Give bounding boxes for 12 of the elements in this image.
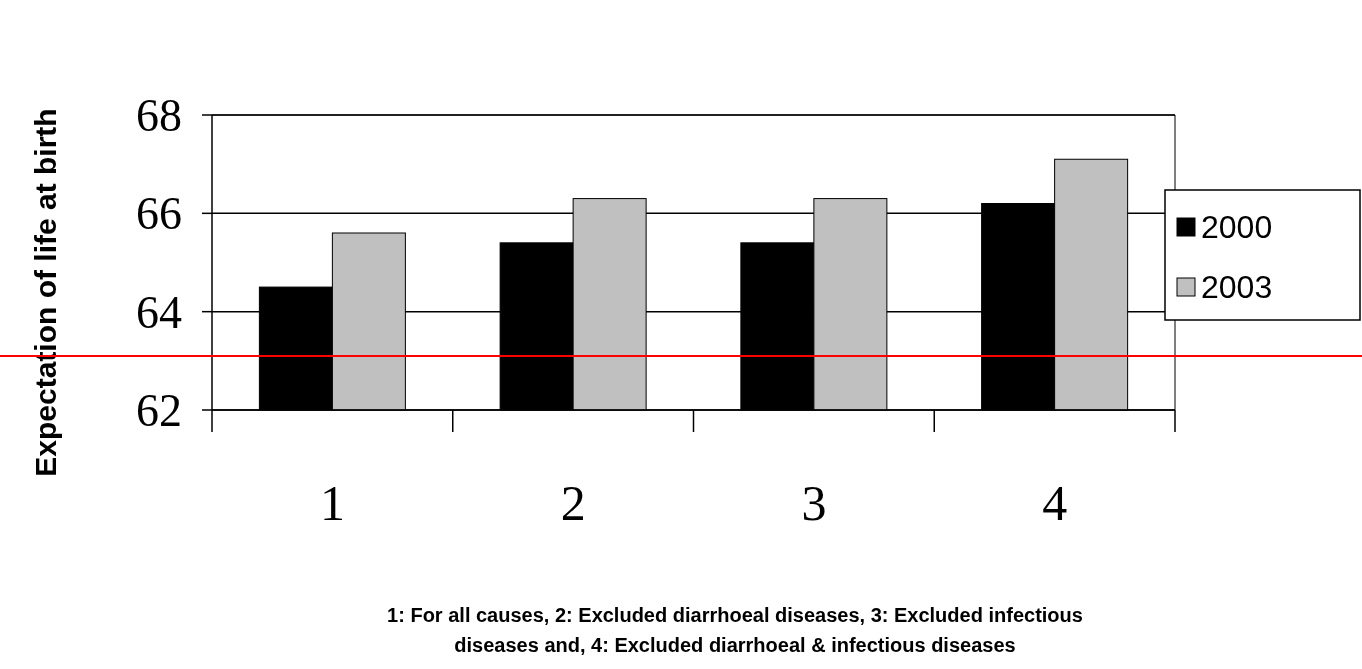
x-tick-label: 4 bbox=[1042, 475, 1068, 531]
x-tick-label: 1 bbox=[319, 475, 345, 531]
y-tick-label: 62 bbox=[136, 385, 182, 437]
x-tick-label: 3 bbox=[801, 475, 827, 531]
y-tick-label: 64 bbox=[136, 286, 182, 338]
text: 1: For all causes, 2: Excluded diarrhoeal diseases, 3: Excluded infectious diseases and, 4: Excluded diarrhoeal & infectious diseases bbox=[387, 604, 1083, 656]
y-tick-label: 66 bbox=[136, 188, 182, 240]
y-axis-title: Expectation of life at birth bbox=[29, 108, 62, 477]
x-tick-label: 2 bbox=[560, 475, 586, 531]
y-tick-label: 68 bbox=[136, 90, 182, 142]
legend-label: 2000 bbox=[1201, 209, 1273, 246]
legend-label: 2003 bbox=[1201, 269, 1273, 306]
